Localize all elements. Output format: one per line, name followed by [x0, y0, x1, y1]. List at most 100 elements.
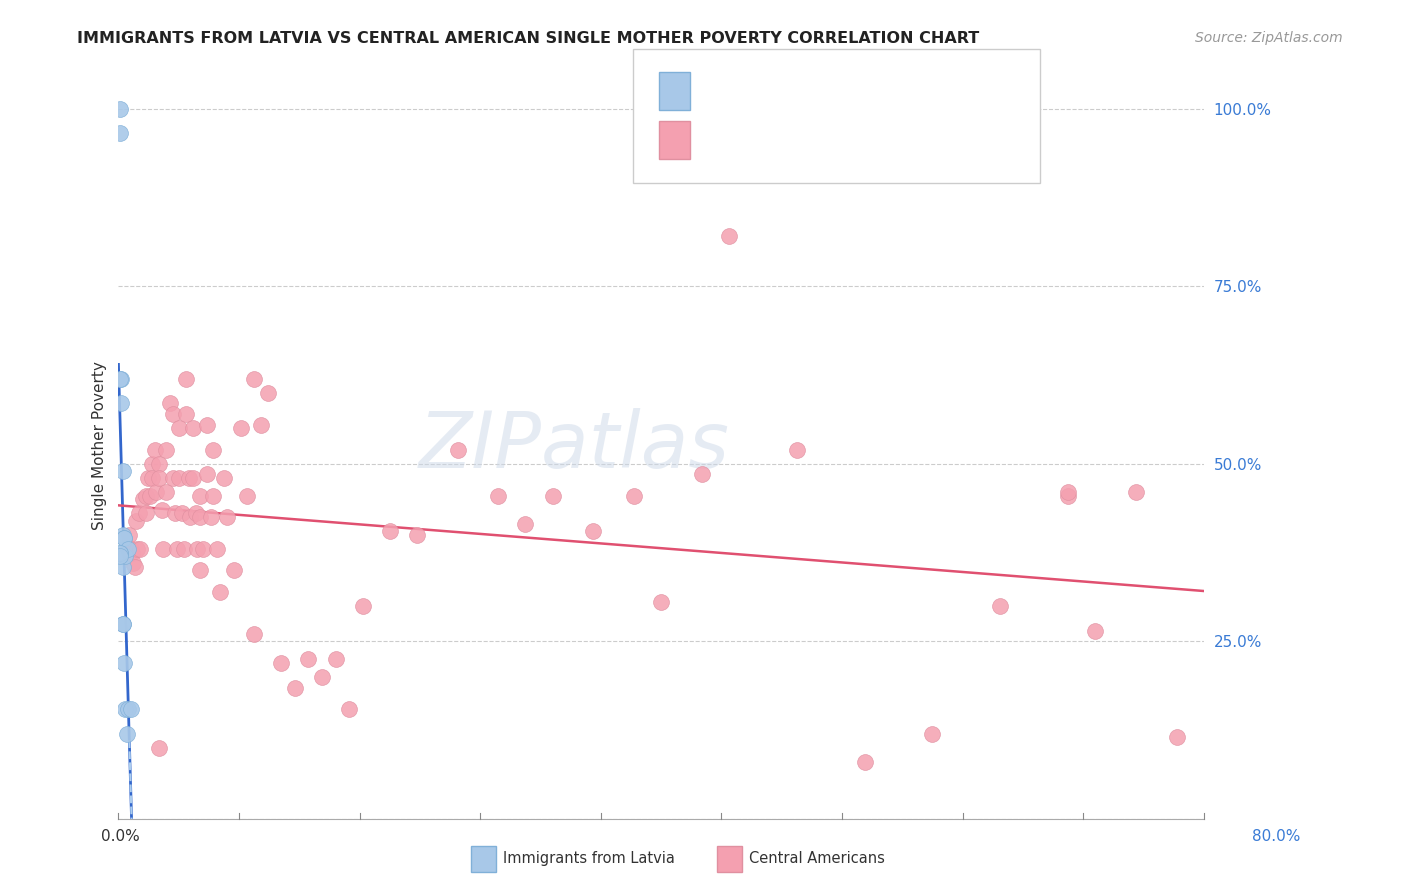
Point [166, 541, 188, 556]
Point [141, 457, 163, 471]
Text: 22: 22 [817, 80, 841, 98]
Point [378, 524, 401, 539]
Point [108, 545, 131, 559]
Point [623, 489, 645, 503]
Point [111, 559, 134, 574]
Point [135, 489, 157, 503]
Point [188, 510, 211, 524]
Point [155, 485, 177, 500]
Text: R =: R = [699, 131, 735, 149]
Point [1057, 485, 1080, 500]
Point [270, 656, 292, 670]
Point [111, 464, 134, 478]
Point [297, 652, 319, 666]
Point [169, 471, 191, 485]
Point [128, 507, 150, 521]
Point [148, 471, 170, 485]
Point [284, 681, 307, 695]
Point [236, 489, 259, 503]
Point [352, 599, 374, 613]
Point [111, 616, 134, 631]
Point [215, 510, 238, 524]
Point [202, 489, 225, 503]
Point [1125, 485, 1147, 500]
Point [195, 467, 218, 482]
Point [112, 656, 135, 670]
Point [115, 727, 138, 741]
Point [250, 417, 273, 432]
Point [179, 510, 201, 524]
Point [1084, 624, 1107, 638]
Point [110, 396, 132, 410]
Point [108, 549, 131, 563]
Point [311, 670, 333, 684]
Point [202, 442, 225, 457]
Point [191, 541, 214, 556]
Point [122, 556, 145, 570]
Text: IMMIGRANTS FROM LATVIA VS CENTRAL AMERICAN SINGLE MOTHER POVERTY CORRELATION CHA: IMMIGRANTS FROM LATVIA VS CENTRAL AMERIC… [77, 31, 980, 46]
Point [108, 102, 131, 116]
Point [162, 407, 184, 421]
Point [853, 755, 876, 769]
Point [200, 510, 222, 524]
Point [1057, 489, 1080, 503]
Point [184, 507, 207, 521]
Point [127, 541, 149, 556]
Point [152, 541, 174, 556]
Point [172, 507, 194, 521]
Y-axis label: Single Mother Poverty: Single Mother Poverty [93, 361, 107, 531]
Text: 0.135: 0.135 [728, 131, 780, 149]
Point [117, 702, 139, 716]
Point [112, 532, 135, 546]
Point [121, 545, 143, 559]
Text: N =: N = [787, 80, 824, 98]
Point [1166, 731, 1188, 745]
Text: 89: 89 [817, 131, 839, 149]
Point [108, 371, 131, 385]
Point [138, 489, 160, 503]
Point [988, 599, 1011, 613]
Point [148, 741, 170, 756]
Point [114, 702, 136, 716]
Point [136, 471, 159, 485]
Point [325, 652, 347, 666]
Point [148, 457, 170, 471]
Point [222, 563, 245, 577]
Text: 0.243: 0.243 [728, 80, 782, 98]
Point [486, 489, 509, 503]
Point [145, 485, 167, 500]
Point [108, 545, 131, 559]
Point [173, 541, 195, 556]
Point [120, 541, 142, 556]
Point [135, 507, 157, 521]
Point [582, 524, 605, 539]
Point [117, 541, 139, 556]
Point [125, 514, 148, 528]
Point [446, 442, 468, 457]
Point [181, 471, 204, 485]
Point [112, 532, 135, 546]
Point [111, 616, 134, 631]
Point [111, 528, 134, 542]
Point [114, 549, 136, 563]
Text: 80.0%: 80.0% [1253, 830, 1301, 844]
Point [229, 421, 252, 435]
Point [256, 385, 278, 400]
Text: 0.0%: 0.0% [101, 830, 141, 844]
Point [120, 702, 142, 716]
Point [188, 563, 211, 577]
Point [186, 541, 208, 556]
Point [209, 584, 232, 599]
Point [207, 541, 229, 556]
Point [159, 396, 181, 410]
Point [650, 595, 672, 609]
Point [143, 442, 166, 457]
Text: Source: ZipAtlas.com: Source: ZipAtlas.com [1195, 31, 1343, 45]
Point [108, 127, 131, 141]
Point [181, 421, 204, 435]
Point [162, 471, 184, 485]
Point [188, 489, 211, 503]
Text: N =: N = [787, 131, 824, 149]
Point [786, 442, 808, 457]
Point [243, 371, 266, 385]
